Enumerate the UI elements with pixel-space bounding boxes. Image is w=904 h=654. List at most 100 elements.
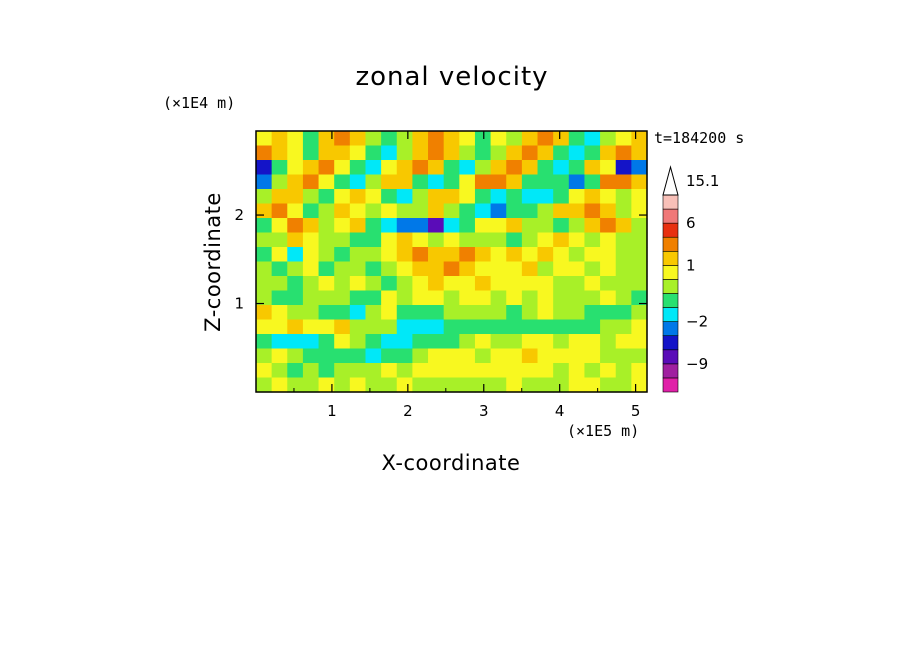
heatmap-cell (474, 247, 492, 263)
heatmap-cell (349, 348, 367, 364)
heatmap-cell (428, 305, 445, 321)
heatmap-cell (568, 348, 586, 364)
heatmap-cell (490, 305, 507, 321)
heatmap-cell (428, 276, 445, 292)
heatmap-cell (381, 319, 398, 335)
heatmap-cell (600, 160, 617, 176)
heatmap-cell (459, 305, 476, 321)
heatmap-cell (396, 305, 413, 321)
heatmap-cell (412, 319, 429, 335)
heatmap-cell (490, 145, 507, 161)
heatmap-cell (615, 261, 632, 277)
x-scale-label: (×1E5 m) (567, 422, 639, 440)
heatmap-cell (553, 348, 570, 364)
heatmap-cell (256, 232, 273, 248)
heatmap-cell (459, 218, 476, 234)
heatmap-cell (396, 189, 413, 205)
heatmap-cell (256, 276, 273, 292)
heatmap-cell (365, 247, 382, 263)
heatmap-cell (365, 348, 382, 364)
heatmap-cell (302, 232, 320, 248)
heatmap-cell (334, 160, 351, 176)
heatmap-cell (600, 363, 617, 379)
heatmap-cell (631, 203, 648, 219)
heatmap-cell (412, 305, 429, 321)
heatmap-cell (568, 247, 586, 263)
heatmap-cell (365, 276, 382, 292)
heatmap-cell (287, 290, 304, 306)
heatmap-cell (584, 174, 601, 190)
heatmap-cell (256, 377, 273, 393)
heatmap-cell (271, 232, 288, 248)
heatmap-cell (443, 334, 460, 350)
heatmap-cell (349, 160, 367, 176)
heatmap-cell (334, 131, 351, 147)
heatmap-cell (506, 276, 523, 292)
heatmap-cell (553, 276, 570, 292)
heatmap-cell (506, 160, 523, 176)
heatmap-cell (506, 363, 523, 379)
heatmap-cell (381, 145, 398, 161)
heatmap-cell (537, 276, 554, 292)
heatmap-cell (521, 247, 539, 263)
heatmap-cell (474, 305, 492, 321)
heatmap-cell (474, 276, 492, 292)
heatmap-cell (537, 160, 554, 176)
heatmap-cell (271, 377, 288, 393)
heatmap-cell (537, 305, 554, 321)
heatmap-cell (521, 232, 539, 248)
heatmap-cell (490, 348, 507, 364)
heatmap-cell (271, 363, 288, 379)
heatmap-cell (490, 174, 507, 190)
heatmap-cell (318, 363, 335, 379)
heatmap-cell (271, 261, 288, 277)
heatmap-cell (349, 319, 367, 335)
heatmap-cell (615, 276, 632, 292)
heatmap-cell (365, 174, 382, 190)
heatmap-cell (615, 174, 632, 190)
heatmap-cell (302, 203, 320, 219)
colorbar-label: 1 (686, 256, 696, 274)
heatmap-cell (506, 232, 523, 248)
heatmap-cell (256, 261, 273, 277)
heatmap-cell (568, 290, 586, 306)
x-axis-ticks: 1 2 3 4 5 (293, 131, 640, 420)
heatmap-cell (302, 131, 320, 147)
heatmap-cell (365, 261, 382, 277)
heatmap-cell (334, 334, 351, 350)
heatmap-cell (600, 261, 617, 277)
heatmap-cell (615, 160, 632, 176)
heatmap-cell (365, 218, 382, 234)
heatmap-cell (396, 247, 413, 263)
heatmap-cell (302, 145, 320, 161)
heatmap-cell (365, 145, 382, 161)
heatmap-cell (615, 131, 632, 147)
heatmap-cell (287, 305, 304, 321)
heatmap-cell (271, 145, 288, 161)
heatmap-cell (428, 145, 445, 161)
heatmap-cell (490, 232, 507, 248)
heatmap-cell (584, 145, 601, 161)
heatmap-cell (568, 261, 586, 277)
heatmap-cell (334, 203, 351, 219)
heatmap-cell (553, 319, 570, 335)
heatmap-cell (459, 131, 476, 147)
heatmap-cell (271, 174, 288, 190)
heatmap-cell (287, 348, 304, 364)
heatmap-cell (318, 334, 335, 350)
heatmap-cell (631, 276, 648, 292)
heatmap-cell (302, 290, 320, 306)
heatmap-cell (318, 189, 335, 205)
heatmap-cell (287, 174, 304, 190)
heatmap-cell (318, 160, 335, 176)
heatmap-cell (553, 174, 570, 190)
heatmap-cell (443, 276, 460, 292)
heatmap-cell (256, 247, 273, 263)
heatmap-cell (443, 160, 460, 176)
heatmap-cell (271, 203, 288, 219)
heatmap-cell (287, 218, 304, 234)
heatmap-cell (600, 203, 617, 219)
heatmap-cell (302, 189, 320, 205)
heatmap-cell (490, 203, 507, 219)
